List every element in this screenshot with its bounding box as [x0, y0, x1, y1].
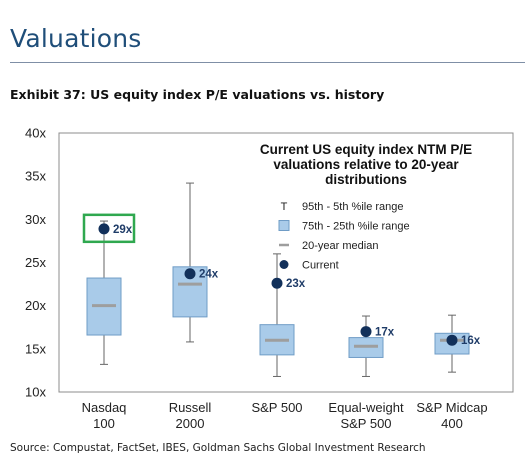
category-label: Nasdaq	[82, 400, 127, 415]
category-label: 400	[441, 416, 463, 431]
y-tick-label: 10x	[25, 385, 46, 400]
current-marker	[360, 326, 372, 338]
y-tick-label: 40x	[25, 126, 46, 141]
category-label: S&P Midcap	[416, 400, 487, 415]
category-label: Russell	[169, 400, 212, 415]
current-marker	[184, 268, 196, 280]
legend-label: 95th - 5th %ile range	[302, 201, 404, 213]
legend-label: 20-year median	[302, 240, 378, 252]
y-tick-label: 15x	[25, 341, 46, 356]
category-label: 2000	[176, 416, 205, 431]
annotation-title-line: Current US equity index NTM P/E	[260, 142, 472, 157]
index-group: 24x	[172, 182, 219, 343]
box-series: 29x 24x 23x 17x 16x	[82, 182, 481, 377]
category-label: 100	[93, 416, 115, 431]
current-value-label: 23x	[286, 278, 306, 290]
highlight-box	[82, 213, 136, 244]
legend-label: 75th - 25th %ile range	[302, 221, 410, 233]
index-group: 23x	[259, 253, 306, 377]
category-label: S&P 500	[340, 416, 391, 431]
y-tick-label: 30x	[25, 212, 46, 227]
index-group: 17x	[348, 315, 395, 377]
y-axis: 10x 15x 20x 25x 30x 35x 40x	[25, 126, 46, 400]
annotation-title-line: valuations relative to 20-year	[273, 157, 459, 172]
y-tick-label: 25x	[25, 255, 46, 270]
title-divider	[10, 62, 525, 63]
source-note: Source: Compustat, FactSet, IBES, Goldma…	[10, 442, 426, 454]
pe-boxplot-chart: 10x 15x 20x 25x 30x 35x 40x 29x 24x 23x 17x 16x Na…	[25, 126, 514, 431]
y-tick-label: 35x	[25, 169, 46, 184]
legend-label: Current	[302, 260, 339, 272]
plot-area-frame	[58, 132, 514, 393]
category-label: Equal-weight	[328, 400, 404, 415]
index-group: 29x	[82, 213, 136, 365]
legend-annotation: Current US equity index NTM P/Evaluation…	[260, 142, 472, 272]
annotation-title-line: distributions	[325, 172, 407, 187]
y-tick-label: 20x	[25, 298, 46, 313]
legend-whisker-symbol: T	[281, 201, 288, 213]
legend-current-symbol	[279, 260, 289, 269]
current-marker	[446, 334, 458, 346]
current-value-label: 29x	[113, 224, 133, 236]
category-label: S&P 500	[251, 400, 302, 415]
exhibit-title: Exhibit 37: US equity index P/E valuatio…	[10, 87, 385, 102]
current-marker	[271, 277, 283, 289]
current-value-label: 16x	[461, 335, 481, 347]
current-marker	[98, 223, 110, 235]
index-group: 16x	[434, 314, 481, 373]
current-value-label: 24x	[199, 269, 219, 281]
current-value-label: 17x	[375, 327, 395, 339]
legend-box-symbol	[278, 220, 290, 231]
page-title: Valuations	[10, 24, 142, 53]
